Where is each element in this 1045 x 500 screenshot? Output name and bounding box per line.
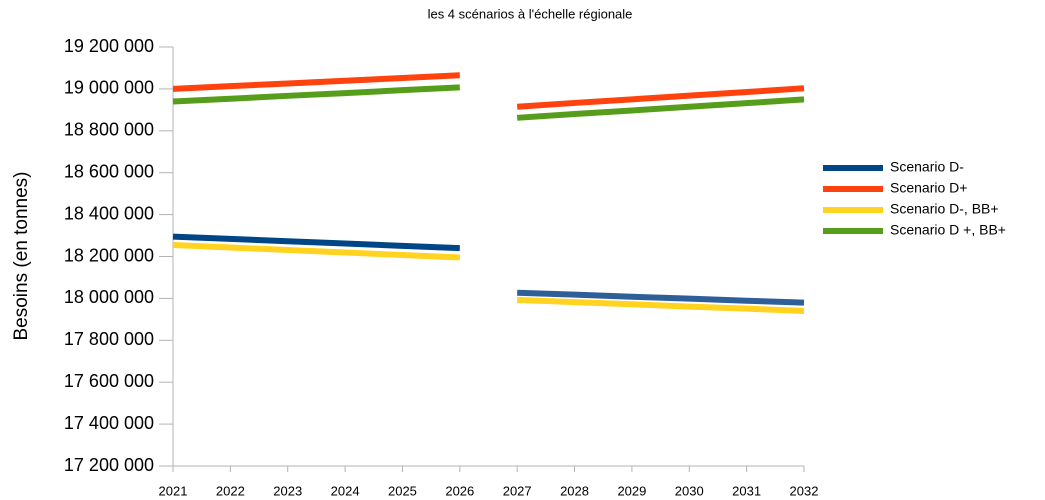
y-tick-label: 17 200 000 xyxy=(64,455,154,475)
x-tick-label: 2025 xyxy=(388,483,417,498)
y-tick-label: 18 600 000 xyxy=(64,161,154,181)
y-axis-label: Besoins (en tonnes) xyxy=(11,172,32,341)
y-tick-label: 17 400 000 xyxy=(64,413,154,433)
x-tick-label: 2028 xyxy=(560,483,589,498)
series-line xyxy=(517,296,805,314)
legend-label: Scenario D- xyxy=(890,159,964,175)
legend-label: Scenario D+ xyxy=(890,180,967,196)
x-tick-label: 2032 xyxy=(790,483,819,498)
x-tick-label: 2026 xyxy=(445,483,474,498)
y-tick-label: 18 000 000 xyxy=(64,287,154,307)
legend-label: Scenario D +, BB+ xyxy=(890,222,1006,238)
y-tick-label: 18 800 000 xyxy=(64,120,154,140)
series-line xyxy=(172,84,460,105)
series-line xyxy=(172,241,460,261)
series-line xyxy=(172,72,460,92)
x-tick-label: 2022 xyxy=(216,483,245,498)
y-tick-label: 18 200 000 xyxy=(64,245,154,265)
legend-label: Scenario D-, BB+ xyxy=(890,201,999,217)
x-tick-label: 2031 xyxy=(732,483,761,498)
x-tick-label: 2030 xyxy=(675,483,704,498)
series-line xyxy=(172,233,460,252)
x-tick-label: 2029 xyxy=(617,483,646,498)
x-tick-label: 2023 xyxy=(273,483,302,498)
series-line xyxy=(517,289,805,306)
x-tick-label: 2024 xyxy=(331,483,360,498)
y-tick-label: 17 600 000 xyxy=(64,371,154,391)
x-tick-label: 2027 xyxy=(503,483,532,498)
y-tick-label: 19 200 000 xyxy=(64,36,154,56)
series-line xyxy=(516,85,805,110)
y-tick-label: 19 000 000 xyxy=(64,78,154,98)
chart-title: les 4 scénarios à l'échelle régionale xyxy=(428,6,633,21)
series-line xyxy=(516,96,805,121)
y-tick-label: 18 400 000 xyxy=(64,203,154,223)
y-tick-label: 17 800 000 xyxy=(64,329,154,349)
x-tick-label: 2021 xyxy=(159,483,188,498)
